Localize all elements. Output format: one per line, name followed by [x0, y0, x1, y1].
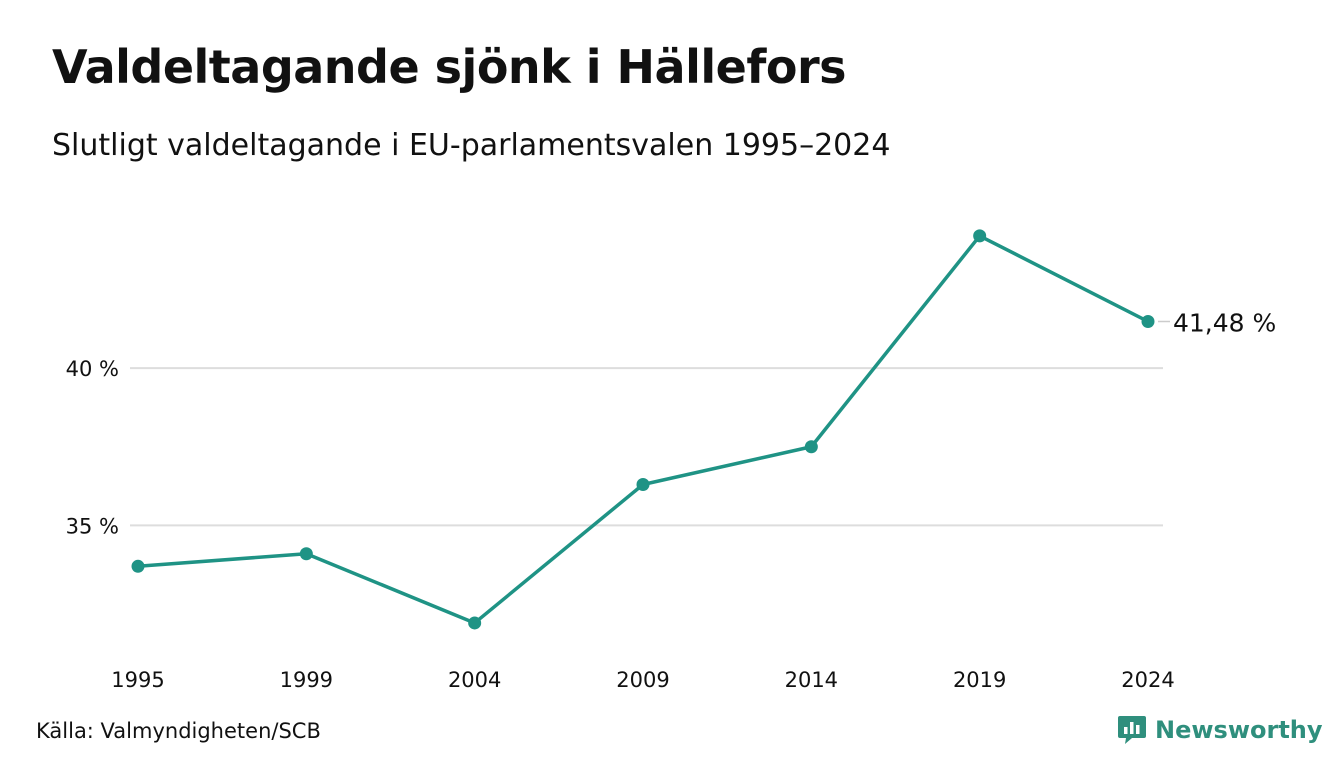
data-point: [636, 477, 650, 491]
newsworthy-logo-icon: [1118, 716, 1146, 744]
data-point: [131, 559, 145, 573]
data-point: [468, 616, 482, 630]
data-point: [1141, 314, 1155, 328]
source-note: Källa: Valmyndigheten/SCB: [36, 719, 321, 743]
x-tick-label: 2024: [1121, 668, 1174, 692]
y-tick-label: 35 %: [66, 514, 119, 538]
data-point: [299, 547, 313, 561]
data-point: [973, 229, 987, 243]
chart-title: Valdeltagande sjönk i Hällefors: [52, 40, 847, 94]
brand-name: Newsworthy: [1155, 716, 1323, 744]
x-tick-label: 2009: [616, 668, 669, 692]
y-tick-label: 40 %: [66, 357, 119, 381]
end-value-label: 41,48 %: [1173, 308, 1276, 337]
x-tick-label: 2014: [785, 668, 838, 692]
series-line: [136, 234, 1150, 625]
x-tick-label: 1999: [280, 668, 333, 692]
x-tick-label: 2019: [953, 668, 1006, 692]
chart-subtitle: Slutligt valdeltagande i EU-parlamentsva…: [52, 128, 891, 163]
data-point: [804, 440, 818, 454]
brand-logo: Newsworthy: [1117, 714, 1323, 746]
x-tick-label: 1995: [111, 668, 164, 692]
x-tick-label: 2004: [448, 668, 501, 692]
